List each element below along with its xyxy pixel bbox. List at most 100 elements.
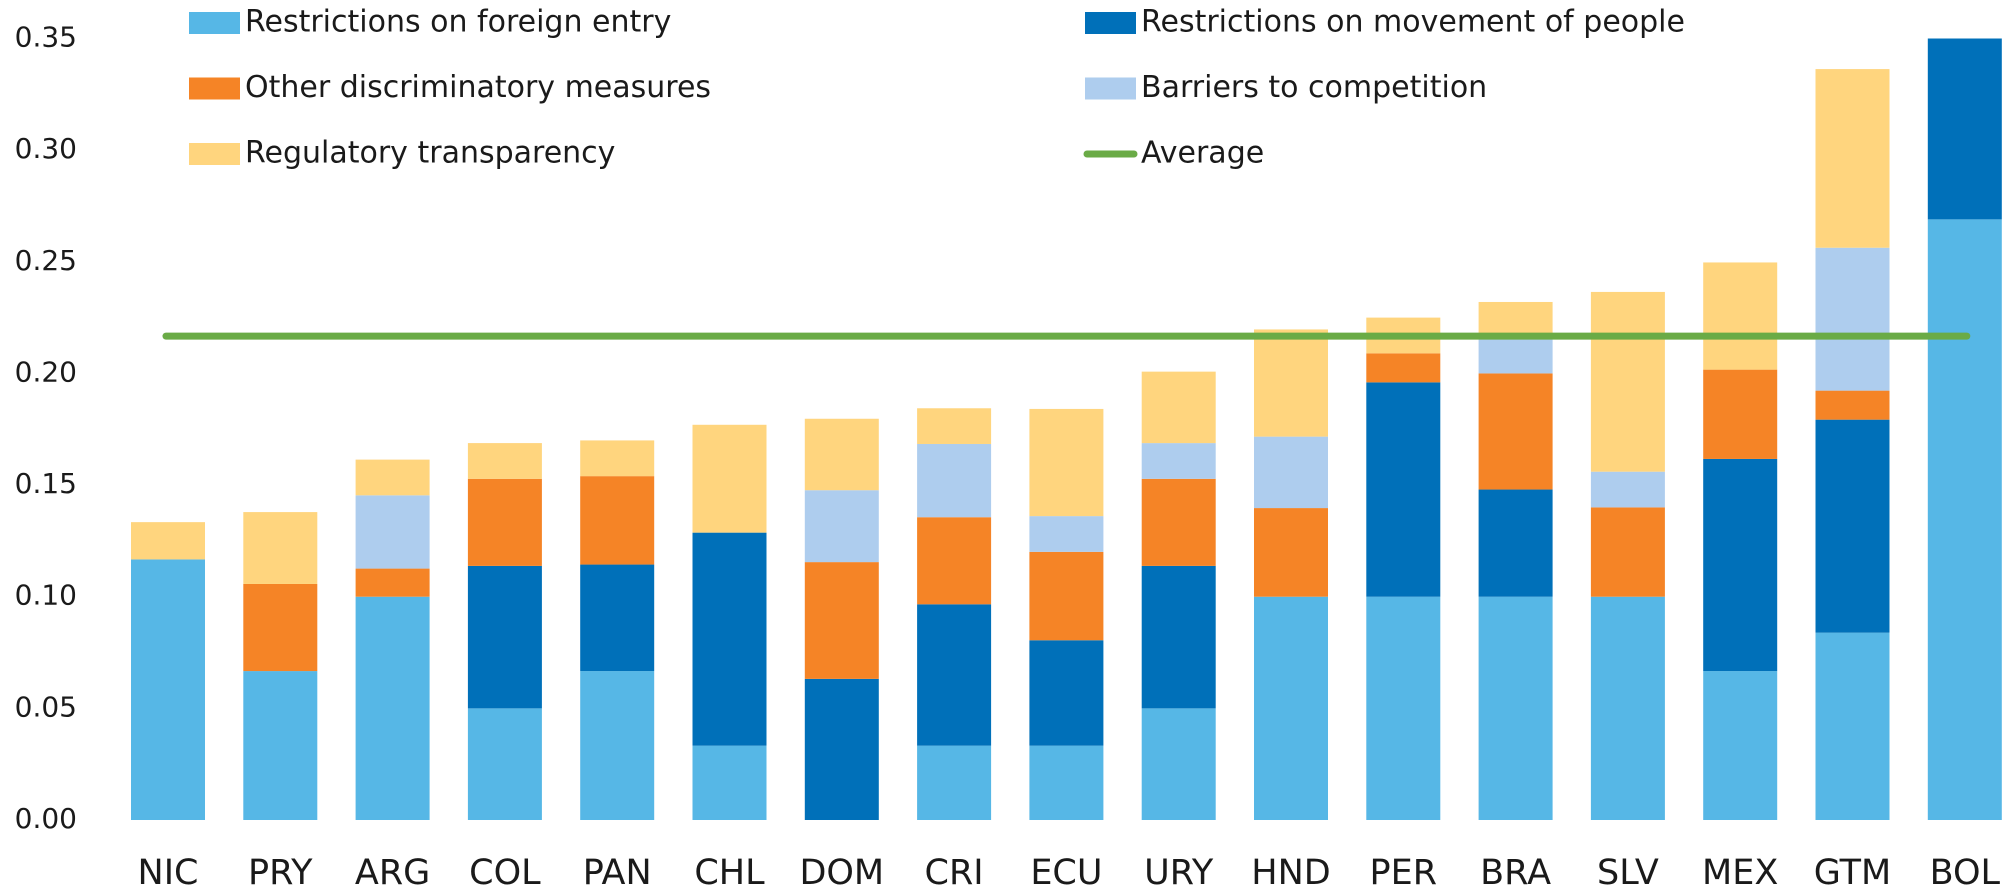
bar-segment	[355, 596, 430, 820]
bar-segment	[580, 440, 655, 477]
bar-segment	[917, 443, 992, 518]
bar-segment	[580, 476, 655, 565]
bar-segment	[1815, 247, 1890, 391]
bar-segment	[355, 459, 430, 496]
x-tick-label: CRI	[925, 853, 984, 892]
bar-segment	[1254, 508, 1328, 597]
x-tick-label: GTM	[1814, 853, 1891, 892]
bar-segment	[1590, 471, 1665, 508]
bar-segment	[804, 490, 879, 563]
bar-segment	[1590, 596, 1665, 820]
bar-segment	[355, 568, 430, 597]
bar-segment	[804, 562, 879, 679]
bar-segment	[804, 418, 879, 491]
bar-segment	[1590, 507, 1665, 597]
bar-segment	[1815, 390, 1890, 420]
bar-segment	[467, 708, 542, 820]
bar-segment	[1254, 329, 1328, 437]
bar-segment	[917, 408, 992, 444]
bar-segment	[243, 671, 318, 820]
bar-segment	[1141, 478, 1216, 566]
bar-segment	[1703, 671, 1778, 820]
bar-segment	[1366, 353, 1441, 383]
legend-swatch	[189, 77, 240, 100]
legend-swatch	[1085, 12, 1136, 34]
bar-segment	[1478, 596, 1553, 820]
bar-segment	[580, 564, 655, 672]
bar-segment	[1029, 745, 1104, 820]
bar-segment	[1254, 436, 1328, 509]
legend-label: Restrictions on foreign entry	[245, 5, 671, 40]
legend-swatch	[189, 12, 240, 34]
bar-segment	[1366, 382, 1441, 597]
bar-segment	[1703, 262, 1778, 370]
bar-segment	[1703, 458, 1778, 672]
bar-segment	[692, 424, 767, 533]
legend-label: Barriers to competition	[1141, 70, 1487, 105]
bar-segment	[243, 583, 318, 672]
x-tick-label: COL	[469, 853, 541, 892]
x-tick-label: BOL	[1930, 853, 2001, 892]
x-tick-label: MEX	[1702, 853, 1778, 892]
legend-label: Average	[1141, 136, 1264, 171]
bar-segment	[243, 512, 318, 584]
legend-label: Regulatory transparency	[245, 136, 615, 171]
x-tick-label: PAN	[583, 853, 652, 892]
y-tick-label: 0.00	[15, 802, 77, 835]
bar-segment	[467, 565, 542, 709]
y-tick-label: 0.05	[15, 690, 77, 723]
legend-label: Other discriminatory measures	[245, 70, 711, 105]
y-tick-label: 0.10	[15, 579, 77, 612]
bar-segment	[917, 517, 992, 605]
x-tick-label: ARG	[355, 853, 430, 892]
x-tick-label: SLV	[1597, 853, 1659, 892]
bar-segment	[1366, 596, 1441, 820]
bar-segment	[131, 559, 205, 820]
bar-segment	[467, 443, 542, 479]
x-tick-label: URY	[1144, 853, 1214, 892]
bar-segment	[1815, 69, 1890, 248]
x-tick-label: CHL	[694, 853, 765, 892]
x-tick-label: PRY	[248, 853, 313, 892]
bar-segment	[1141, 443, 1216, 479]
x-tick-label: PER	[1370, 853, 1438, 892]
bar-segment	[917, 604, 992, 746]
bar-segment	[1927, 38, 2002, 220]
bar-segment	[1590, 291, 1665, 472]
y-tick-label: 0.35	[15, 21, 77, 54]
x-tick-label: DOM	[799, 853, 884, 892]
bar-segment	[1478, 489, 1553, 597]
bar-segment	[1141, 371, 1216, 444]
x-tick-label: ECU	[1030, 853, 1102, 892]
y-tick-label: 0.30	[15, 132, 77, 165]
bar-segment	[1029, 516, 1104, 552]
bar-segment	[1703, 369, 1778, 459]
bar-segment	[692, 532, 767, 746]
bar-segment	[1141, 565, 1216, 709]
bar-segment	[1478, 373, 1553, 490]
x-tick-label: NIC	[138, 853, 199, 892]
bar-segment	[1029, 551, 1104, 641]
bar-segment	[1815, 632, 1890, 820]
bar-segment	[355, 495, 430, 569]
bar-segment	[580, 671, 655, 820]
bar-segment	[1029, 640, 1104, 746]
bar-segment	[692, 745, 767, 820]
bar-segment	[467, 478, 542, 566]
bar-segment	[1478, 301, 1553, 338]
bar-segment	[1478, 337, 1553, 374]
bar-segment	[804, 678, 879, 820]
y-tick-label: 0.25	[15, 244, 77, 277]
legend-swatch	[1085, 77, 1136, 100]
x-tick-label: HND	[1251, 853, 1330, 892]
bar-segment	[1927, 219, 2002, 820]
bar-segment	[1815, 419, 1890, 633]
y-tick-label: 0.15	[15, 467, 77, 500]
bar-segment	[131, 522, 205, 560]
x-tick-label: BRA	[1480, 853, 1551, 892]
bar-segment	[1029, 408, 1104, 517]
bar-segment	[1254, 596, 1328, 820]
bar-segment	[917, 745, 992, 820]
legend-swatch	[189, 143, 240, 165]
